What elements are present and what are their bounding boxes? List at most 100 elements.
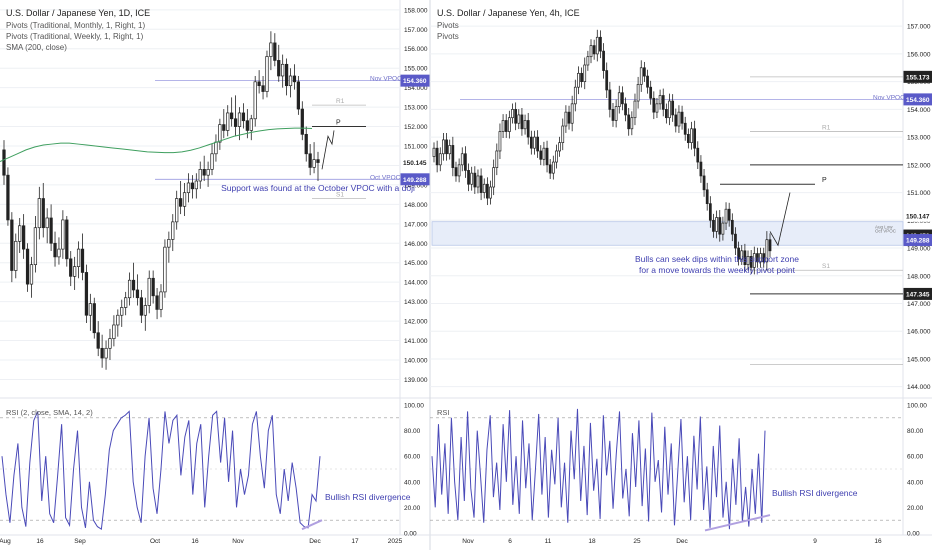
left-candle-body — [25, 248, 30, 285]
right-candle-body — [542, 147, 546, 160]
right-y-tick: 154.000 — [907, 107, 931, 114]
right-candle-body — [643, 67, 646, 77]
right-candle-body — [479, 175, 483, 193]
right-x-tick: Dec — [676, 538, 688, 545]
right-candle-body — [627, 114, 631, 130]
left-candle-body — [316, 159, 320, 163]
left-y-tick: 158.000 — [404, 7, 428, 14]
right-candle-body — [677, 111, 681, 127]
right-candle-body — [454, 167, 458, 177]
right-y-tick: 146.000 — [907, 329, 931, 336]
left-candle-body — [135, 289, 140, 299]
left-candle-body — [37, 198, 41, 229]
right-candle-body — [476, 175, 480, 188]
right-candle-body — [445, 139, 448, 155]
left-x-tick: 16 — [36, 538, 44, 545]
left-candle-body — [151, 277, 155, 297]
right-price-badge-text: 150.147 — [906, 214, 930, 221]
left-x-tick: Aug — [0, 538, 11, 545]
left-candle-body — [131, 279, 136, 291]
left-candle-body — [69, 258, 73, 277]
right-price-badge-text: 155.173 — [906, 74, 930, 81]
left-price-badge-text: 149.288 — [403, 177, 427, 184]
right-candle-body — [652, 97, 656, 113]
left-candle-body — [88, 303, 92, 316]
right-candle-body — [721, 222, 725, 235]
left-candle-body — [171, 221, 175, 240]
left-candle-body — [45, 217, 49, 229]
left-candle-body — [277, 60, 281, 77]
left-candle-body — [210, 153, 214, 170]
left-candle-body — [14, 240, 18, 271]
right-candle-body — [442, 139, 445, 155]
right-candle-body — [702, 175, 706, 191]
right-rsi-tick: 40.00 — [907, 479, 924, 486]
right-candle-body — [646, 75, 649, 88]
right-candle-body — [756, 253, 759, 263]
left-candle-body — [2, 149, 6, 176]
left-candle-body — [104, 347, 108, 359]
left-candle-body — [261, 85, 265, 92]
right-price-badge-text: 149.288 — [906, 238, 930, 245]
left-candle-body — [139, 297, 144, 316]
left-candle-body — [304, 133, 308, 155]
left-y-tick: 146.000 — [404, 241, 428, 248]
left-candle-body — [296, 81, 301, 110]
right-candle-body — [759, 253, 762, 263]
right-divergence-line — [704, 514, 771, 532]
right-candle-body — [649, 86, 653, 99]
left-sma-line — [0, 127, 313, 163]
right-candle-body — [696, 147, 700, 163]
left-candle-body — [84, 272, 89, 316]
left-x-tick: Dec — [309, 538, 321, 545]
right-candle-body — [448, 145, 452, 155]
right-candle-body — [561, 125, 565, 144]
left-x-tick: 17 — [351, 538, 359, 545]
left-y-tick: 145.000 — [404, 260, 428, 267]
left-candle-body — [194, 180, 198, 190]
left-rsi-tick: 100.00 — [404, 403, 424, 410]
right-candle-body — [734, 233, 737, 249]
right-price-badge — [903, 93, 932, 106]
right-support-zone — [431, 221, 904, 246]
left-candle-body — [108, 338, 112, 349]
left-candle-body — [190, 182, 195, 190]
right-candle-body — [621, 92, 624, 105]
right-x-tick: 11 — [545, 538, 552, 545]
right-candle-body — [661, 95, 665, 110]
left-candle-body — [167, 239, 171, 248]
right-candle-body — [712, 219, 715, 232]
right-candle-body — [548, 164, 552, 174]
right-y-tick: 151.000 — [907, 190, 931, 197]
left-candle-body — [214, 141, 218, 155]
left-candle-body — [124, 297, 128, 308]
right-rsi-tick: 0.00 — [907, 531, 920, 538]
right-candle-body — [492, 167, 496, 188]
right-candle-body — [489, 186, 492, 199]
right-x-tick: 6 — [508, 538, 512, 545]
left-candle-body — [284, 63, 289, 87]
left-candle-body — [147, 277, 151, 306]
left-rsi-tick: 80.00 — [404, 428, 421, 435]
right-candle-body — [457, 164, 461, 177]
left-y-tick: 142.000 — [404, 319, 428, 326]
left-candle-body — [175, 198, 179, 223]
left-candle-body — [182, 192, 187, 207]
left-y-tick: 141.000 — [404, 338, 428, 345]
right-candle-body — [460, 153, 464, 166]
right-candle-body — [545, 147, 549, 166]
right-rsi-tick: 100.00 — [907, 403, 927, 410]
right-candle-body — [668, 100, 671, 119]
left-y-tick: 148.000 — [404, 202, 428, 209]
left-candle-body — [6, 174, 10, 221]
right-candle-body — [520, 114, 524, 130]
right-candle-body — [693, 128, 697, 149]
left-candle-body — [292, 75, 297, 83]
right-candle-body — [533, 136, 536, 149]
left-candle-body — [65, 219, 69, 260]
right-candle-body — [536, 136, 539, 152]
right-y-tick: 152.000 — [907, 162, 931, 169]
right-candle-body — [686, 133, 690, 144]
right-candle-body — [486, 183, 489, 199]
left-level-label: P — [336, 120, 341, 127]
